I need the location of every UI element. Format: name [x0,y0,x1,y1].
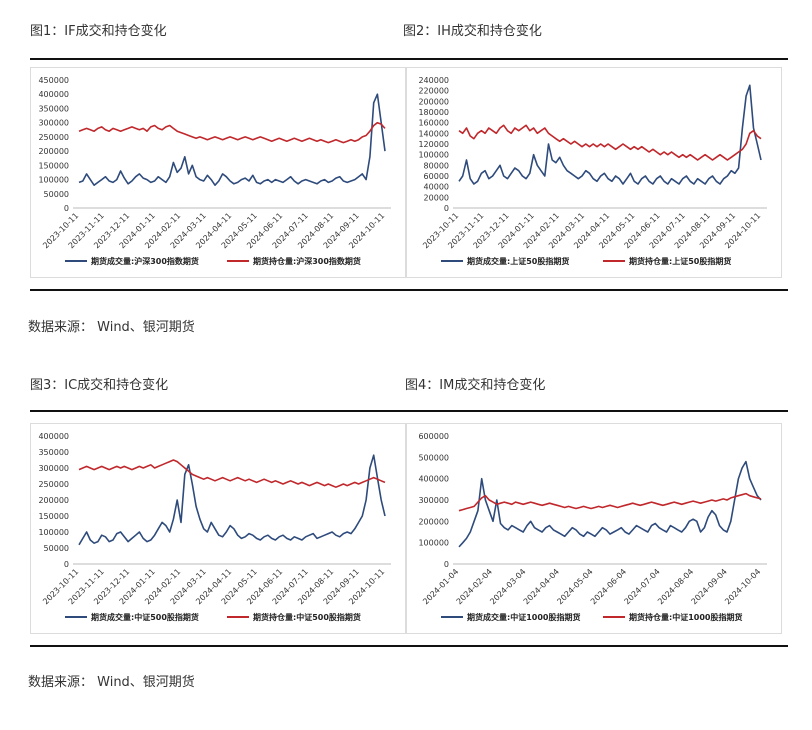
y-tick-label: 60000 [424,172,449,181]
legend-label: 期货持仓量:上证50股指期货 [629,256,731,266]
y-tick-label: 240000 [418,76,449,85]
series-line-volume [78,454,386,546]
legend-label: 期货持仓量:中证500股指期货 [253,612,361,622]
y-tick-label: 600000 [418,432,449,441]
data-source-2: 数据来源： Wind、银河期货 [28,675,195,690]
y-tick-label: 80000 [424,161,449,170]
y-tick-label: 0 [444,560,449,569]
chart-ih: 2400002200002000001800001600001400001200… [418,76,767,266]
chart-ic: 400000 350000 300000 250000 200000 150000 1000… [38,432,391,622]
x-tick-label: 2024-10-04 [723,567,762,606]
y-tick-label: 200000 [418,97,449,106]
y-tick-label: 0 [64,204,69,213]
y-tick-label: 300000 [418,496,449,505]
y-tick-label: 400000 [418,475,449,484]
figure-3-title: 图3：IC成交和持仓变化 [30,378,169,393]
y-tick-label: 180000 [418,108,449,117]
y-tick-label: 200000 [38,496,69,505]
y-tick-label: 400000 [38,432,69,441]
legend-label: 期货持仓量:沪深300指数期货 [253,256,361,266]
legend-label: 期货成交量:中证1000股指期货 [467,612,580,622]
y-tick-label: 120000 [418,140,449,149]
figure-1-title: 图1：IF成交和持仓变化 [30,24,167,39]
legend-label: 期货成交量:上证50股指期货 [467,256,569,266]
bottom-rule-1 [30,289,788,291]
series-line-volume [458,84,762,185]
legend-label: 期货成交量:中证500股指期货 [91,612,199,622]
series-line-open-interest [458,124,762,161]
figure-2-title: 图2：IH成交和持仓变化 [403,24,542,39]
y-tick-label: 220000 [418,87,449,96]
series-line-open-interest [78,459,386,489]
y-tick-label: 50000 [44,190,69,199]
y-tick-label: 0 [64,560,69,569]
y-tick-label: 250000 [38,480,69,489]
y-tick-label: 450000 [38,76,69,85]
chart-if: 450000 400000 350000 300000 250000 200000 1500… [38,76,391,266]
y-tick-label: 100000 [418,151,449,160]
y-tick-label: 160000 [418,119,449,128]
y-tick-label: 250000 [38,133,69,142]
series-line-open-interest [78,121,386,144]
chart-panel-3: 400000 350000 300000 250000 200000 150000 1000… [30,423,406,634]
chart-im: 600000 500000 400000 300000 200000 100000 0 202… [418,432,767,622]
y-tick-label: 500000 [418,453,449,462]
y-tick-label: 40000 [424,183,449,192]
y-tick-label: 150000 [38,161,69,170]
y-tick-label: 350000 [38,448,69,457]
y-tick-label: 50000 [44,544,69,553]
chart-panel-4: 600000 500000 400000 300000 200000 100000 0 202… [406,423,782,634]
chart-panel-2: 240000 220000 200000 180000 160000 140000 1200… [406,67,782,278]
series-line-open-interest [458,492,762,512]
y-tick-label: 140000 [418,129,449,138]
y-tick-label: 0 [444,204,449,213]
y-tick-label: 150000 [38,512,69,521]
y-tick-label: 100000 [38,176,69,185]
y-tick-label: 400000 [38,90,69,99]
series-line-volume [78,93,386,186]
y-tick-label: 300000 [38,464,69,473]
y-tick-label: 350000 [38,104,69,113]
top-rule-2 [30,410,788,412]
y-tick-label: 300000 [38,119,69,128]
y-tick-label: 20000 [424,193,449,202]
series-line-volume [458,460,762,548]
figure-4-title: 图4：IM成交和持仓变化 [405,378,546,393]
y-tick-label: 200000 [38,147,69,156]
legend-label: 期货成交量:沪深300指数期货 [91,256,199,266]
y-tick-label: 200000 [418,517,449,526]
y-tick-label: 100000 [38,528,69,537]
y-tick-label: 100000 [418,539,449,548]
bottom-rule-2 [30,645,788,647]
chart-panel-1: 450000 400000 350000 300000 250000 200000 1500… [30,67,406,278]
data-source-1: 数据来源： Wind、银河期货 [28,320,195,335]
legend-label: 期货持仓量:中证1000股指期货 [629,612,742,622]
top-rule-1 [30,58,788,60]
